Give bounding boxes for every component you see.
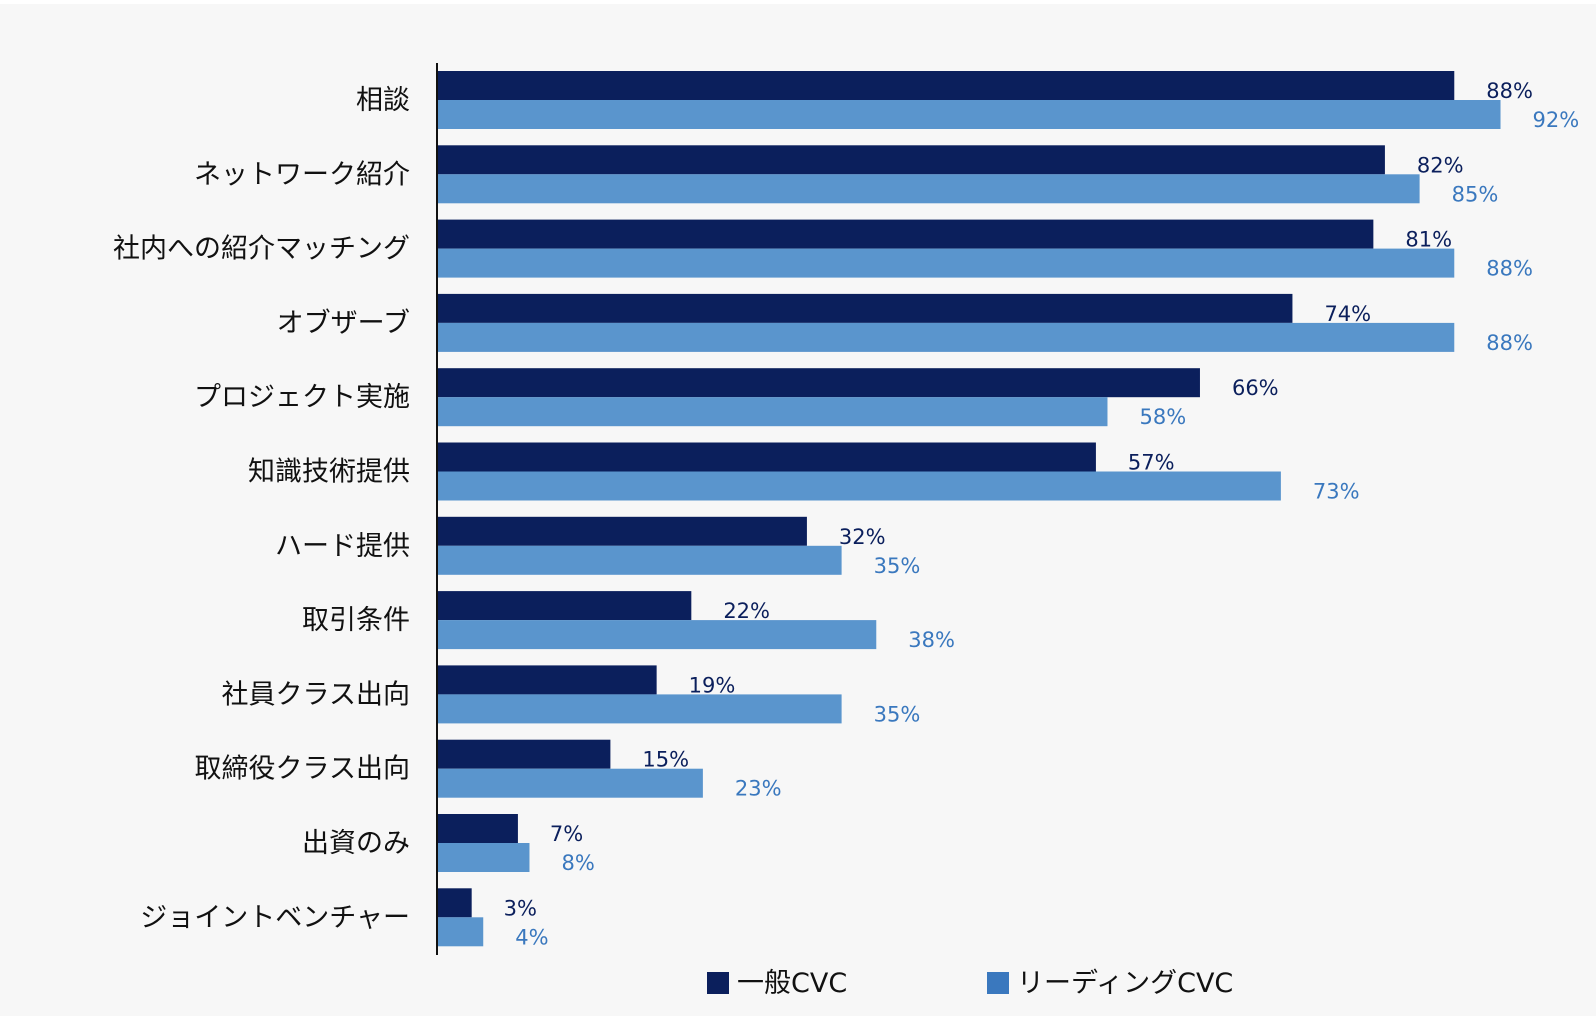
bar-leading-cvc bbox=[437, 100, 1501, 129]
value-label-general-cvc: 7% bbox=[550, 822, 583, 846]
category-label: オブザーブ bbox=[277, 308, 410, 339]
value-label-general-cvc: 19% bbox=[689, 673, 736, 697]
legend-swatch-leading-cvc bbox=[987, 972, 1009, 994]
bar-general-cvc bbox=[437, 293, 1293, 323]
category-label: 出資のみ bbox=[302, 828, 410, 859]
category-label: ネットワーク紹介 bbox=[194, 159, 410, 190]
category-label: 知識技術提供 bbox=[248, 457, 410, 488]
category-label: 取引条件 bbox=[302, 605, 410, 636]
value-label-leading-cvc: 35% bbox=[874, 702, 921, 726]
bar-general-cvc bbox=[437, 665, 657, 695]
value-label-leading-cvc: 8% bbox=[561, 851, 594, 875]
value-label-general-cvc: 15% bbox=[642, 748, 689, 772]
value-label-general-cvc: 88% bbox=[1486, 79, 1533, 103]
value-label-general-cvc: 81% bbox=[1405, 228, 1452, 252]
bar-general-cvc bbox=[437, 516, 807, 546]
bar-general-cvc bbox=[437, 442, 1096, 472]
bar-general-cvc bbox=[437, 591, 692, 621]
value-label-leading-cvc: 92% bbox=[1533, 108, 1580, 132]
value-label-leading-cvc: 88% bbox=[1486, 257, 1533, 281]
bar-leading-cvc bbox=[437, 843, 530, 872]
bars-layer bbox=[437, 71, 1501, 947]
legend: 一般CVC リーディングCVC bbox=[707, 968, 1233, 999]
value-label-general-cvc: 74% bbox=[1324, 302, 1371, 326]
value-label-general-cvc: 3% bbox=[504, 896, 537, 920]
category-label: 取締役クラス出向 bbox=[195, 754, 410, 785]
bar-leading-cvc bbox=[437, 471, 1281, 501]
bar-leading-cvc bbox=[437, 620, 877, 650]
bar-general-cvc bbox=[437, 888, 472, 918]
legend-swatch-general-cvc bbox=[707, 972, 729, 994]
category-label: 社内への紹介マッチング bbox=[113, 234, 410, 265]
bar-general-cvc bbox=[437, 219, 1374, 249]
bar-leading-cvc bbox=[437, 174, 1420, 204]
category-label: ハード提供 bbox=[275, 531, 410, 562]
value-label-leading-cvc: 58% bbox=[1139, 405, 1186, 429]
legend-label-leading-cvc: リーディングCVC bbox=[1017, 968, 1233, 999]
category-label: プロジェクト実施 bbox=[194, 382, 410, 413]
value-label-leading-cvc: 35% bbox=[874, 554, 921, 578]
value-label-leading-cvc: 4% bbox=[515, 925, 548, 949]
bar-general-cvc bbox=[437, 71, 1455, 100]
value-label-leading-cvc: 38% bbox=[908, 628, 955, 652]
value-label-general-cvc: 82% bbox=[1417, 153, 1464, 177]
bar-leading-cvc bbox=[437, 248, 1455, 278]
category-label: 社員クラス出向 bbox=[222, 679, 410, 710]
category-label: ジョイントベンチャー bbox=[140, 902, 410, 933]
bar-general-cvc bbox=[437, 814, 518, 843]
bar-leading-cvc bbox=[437, 917, 484, 947]
value-labels: 88%92%82%85%81%88%74%88%66%58%57%73%32%3… bbox=[504, 79, 1580, 949]
value-label-general-cvc: 66% bbox=[1232, 376, 1279, 400]
category-label: 相談 bbox=[356, 85, 410, 116]
bar-leading-cvc bbox=[437, 694, 842, 724]
value-label-general-cvc: 57% bbox=[1128, 451, 1175, 475]
value-label-leading-cvc: 85% bbox=[1452, 182, 1499, 206]
value-label-general-cvc: 32% bbox=[839, 525, 886, 549]
value-label-leading-cvc: 88% bbox=[1486, 331, 1533, 355]
bar-leading-cvc bbox=[437, 397, 1108, 427]
value-label-leading-cvc: 73% bbox=[1313, 480, 1360, 504]
bar-leading-cvc bbox=[437, 768, 703, 798]
value-label-leading-cvc: 23% bbox=[735, 777, 782, 801]
bar-general-cvc bbox=[437, 368, 1200, 398]
value-label-general-cvc: 22% bbox=[723, 599, 770, 623]
category-labels: 相談ネットワーク紹介社内への紹介マッチングオブザーブプロジェクト実施知識技術提供… bbox=[113, 85, 410, 933]
legend-label-general-cvc: 一般CVC bbox=[737, 968, 847, 999]
bar-leading-cvc bbox=[437, 322, 1455, 352]
bar-general-cvc bbox=[437, 739, 611, 769]
bar-leading-cvc bbox=[437, 545, 842, 575]
bar-general-cvc bbox=[437, 145, 1385, 175]
